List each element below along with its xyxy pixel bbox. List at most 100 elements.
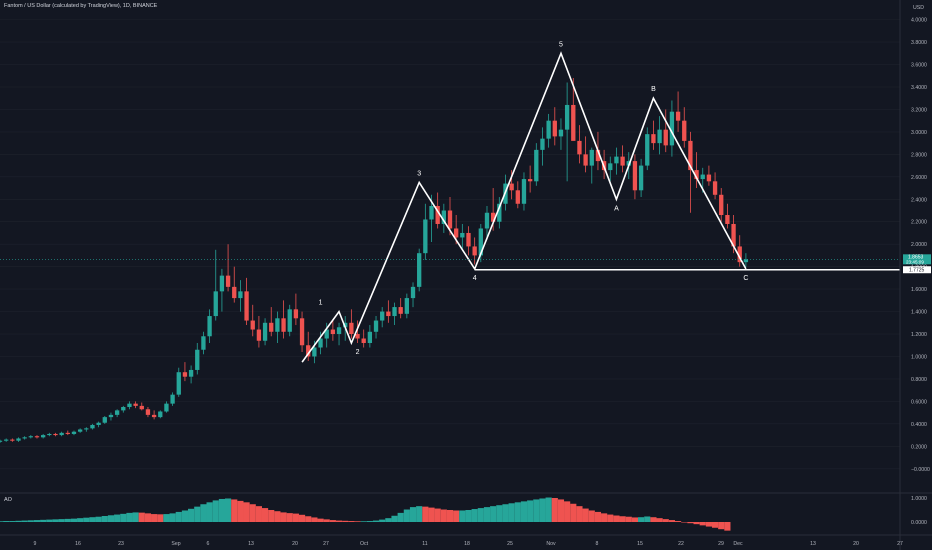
ao-bar	[687, 522, 694, 524]
ao-bar	[46, 519, 53, 522]
price-tick-label: 2.4000	[911, 197, 927, 203]
ao-bar	[668, 520, 675, 522]
ao-bar	[9, 521, 16, 522]
wave-label-5: 5	[559, 41, 563, 48]
candle-body	[16, 438, 21, 441]
ao-bar	[366, 521, 373, 522]
wave-overlay: 1 2 3 4 5 A B C	[0, 41, 900, 363]
currency-label: USD	[913, 5, 924, 11]
ao-bar	[625, 516, 632, 522]
elliott-wave-path	[301, 51, 747, 363]
ao-bar	[465, 510, 472, 522]
ao-bar	[416, 506, 423, 522]
ao-bar	[348, 521, 355, 522]
ao-bar	[446, 510, 454, 522]
wave-label-a: A	[614, 205, 619, 212]
wave-label-1: 1	[319, 300, 323, 307]
ao-bar	[15, 520, 22, 522]
ao-bar	[107, 515, 115, 522]
ao-bar	[194, 506, 201, 522]
ao-bar	[0, 521, 4, 522]
time-tick-label: 15	[637, 541, 643, 547]
candle-body	[608, 163, 613, 171]
candle-body	[275, 318, 280, 332]
candle-body	[225, 275, 231, 287]
ao-bar	[656, 518, 663, 522]
ao-tick-label: 0.0000	[911, 520, 927, 526]
candle-body	[343, 322, 348, 328]
candle-body	[497, 203, 502, 222]
candle-body	[386, 311, 391, 317]
ao-bar	[212, 500, 219, 522]
ao-bar	[40, 519, 47, 522]
candle-body	[238, 291, 243, 299]
time-tick-label: 23	[118, 541, 124, 547]
candle-body	[527, 179, 533, 182]
ao-bar	[711, 522, 719, 528]
candle-body	[312, 347, 317, 357]
ao-bar	[169, 513, 176, 522]
candle-body	[688, 140, 693, 171]
candle-body	[478, 228, 483, 256]
ao-bar	[249, 504, 256, 522]
ao-bar	[576, 506, 583, 522]
ao-bar	[483, 507, 491, 522]
ao-bar	[545, 497, 552, 522]
ao-bar	[292, 513, 299, 522]
candle-body	[10, 439, 15, 441]
time-tick-label: 13	[248, 541, 254, 547]
ao-bar	[397, 512, 404, 522]
candle-body	[96, 422, 101, 425]
candle-body	[675, 111, 681, 121]
ao-bar	[718, 522, 725, 530]
candle-body	[558, 129, 564, 137]
ao-bar	[539, 498, 546, 522]
candle-body	[373, 320, 379, 332]
ao-bar	[329, 520, 336, 522]
ao-bar	[114, 514, 121, 522]
candle-body	[454, 228, 459, 238]
ao-bar	[101, 516, 108, 522]
candle-body	[731, 223, 736, 247]
price-tick-label: −0.0000	[911, 467, 930, 473]
candle-body	[0, 440, 3, 442]
time-tick-label: Dec	[733, 541, 743, 547]
ao-bar	[243, 502, 250, 522]
candle-body	[287, 309, 292, 332]
ao-bar	[70, 518, 78, 522]
ao-bar	[601, 513, 608, 522]
candle-body	[361, 338, 366, 344]
price-tick-label: 3.8000	[911, 40, 927, 46]
ao-histogram	[0, 497, 731, 531]
ao-bar	[693, 522, 700, 525]
ao-bar	[280, 512, 287, 522]
ao-bar	[644, 516, 651, 522]
grid	[0, 19, 900, 470]
candle-body	[447, 210, 453, 229]
ao-bar	[188, 508, 195, 522]
time-tick-label: 18	[464, 541, 470, 547]
time-tick-label: 6	[207, 541, 210, 547]
ao-bar	[237, 500, 244, 522]
ao-bar	[570, 503, 577, 522]
price-tick-label: 1.2000	[911, 332, 927, 338]
ao-bar	[255, 506, 262, 522]
candle-body	[577, 140, 582, 155]
ao-bar	[471, 509, 478, 522]
price-tick-label: 0.4000	[911, 422, 927, 428]
ao-bar	[422, 506, 429, 522]
ao-bar	[551, 498, 558, 522]
wave-label-4: 4	[473, 275, 477, 282]
candle-body	[213, 291, 218, 317]
candle-body	[176, 372, 181, 395]
candle-body	[4, 439, 9, 441]
ao-bar	[206, 502, 213, 522]
candle-body	[398, 307, 403, 314]
ao-bar	[342, 520, 349, 522]
candle-body	[355, 334, 360, 339]
candle-body	[484, 212, 490, 229]
candle-body	[632, 161, 638, 191]
time-tick-label: 11	[422, 541, 427, 547]
candle-body	[700, 174, 705, 180]
